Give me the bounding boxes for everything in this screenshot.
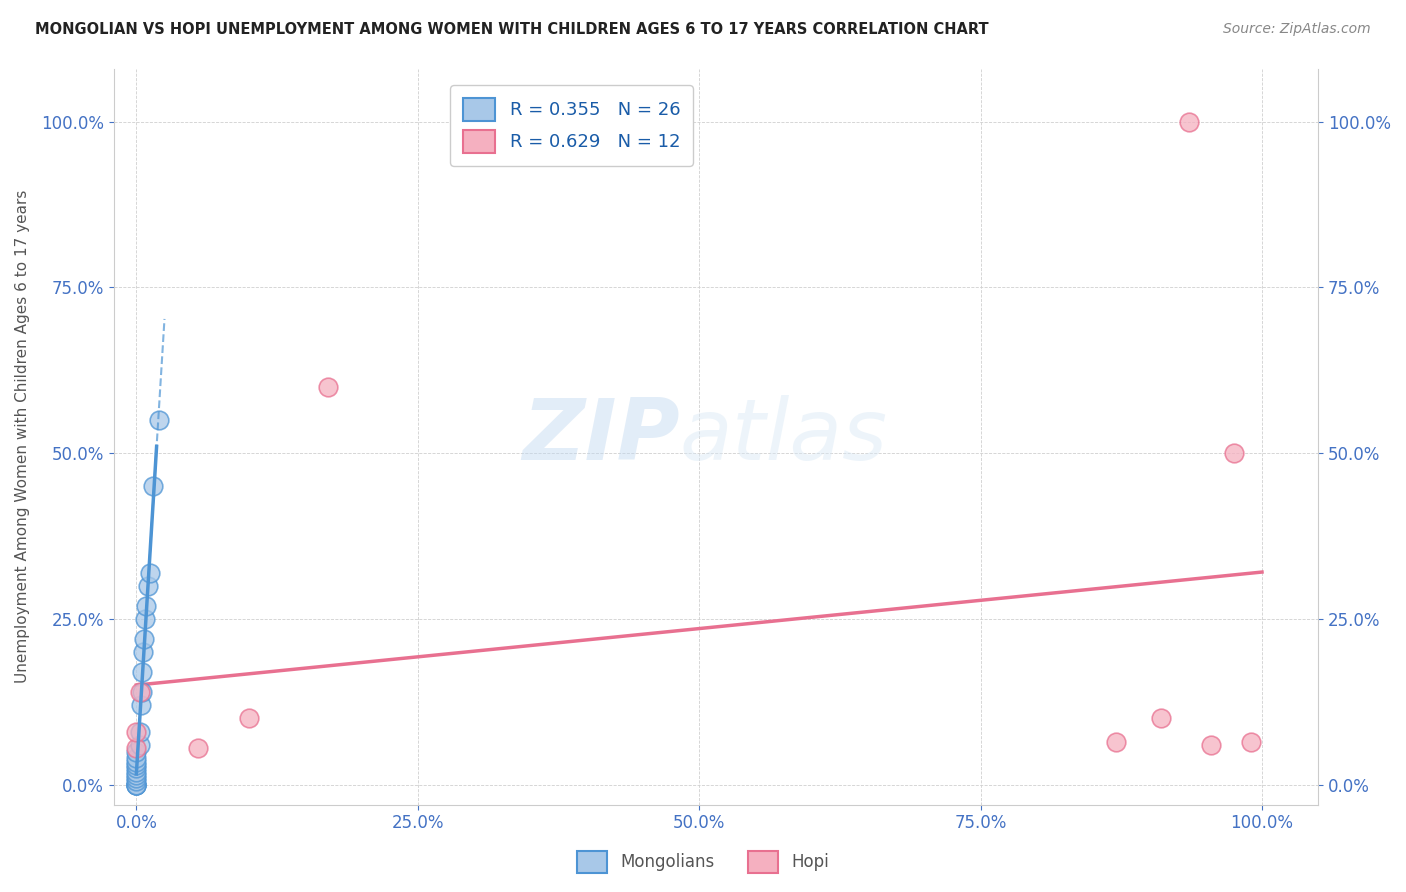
Point — [134, 612, 156, 626]
Point — [125, 768, 148, 782]
Point — [125, 741, 148, 756]
Text: MONGOLIAN VS HOPI UNEMPLOYMENT AMONG WOMEN WITH CHILDREN AGES 6 TO 17 YEARS CORR: MONGOLIAN VS HOPI UNEMPLOYMENT AMONG WOM… — [35, 22, 988, 37]
Point — [148, 413, 170, 427]
Point — [125, 778, 148, 792]
Point — [1223, 446, 1246, 460]
Point — [1150, 711, 1173, 725]
Point — [1240, 734, 1263, 748]
Point — [125, 724, 148, 739]
Point — [139, 566, 162, 580]
Point — [128, 685, 150, 699]
Point — [125, 764, 148, 779]
Point — [135, 599, 157, 613]
Point — [125, 774, 148, 789]
Point — [238, 711, 260, 725]
Point — [125, 771, 148, 785]
Point — [136, 579, 159, 593]
Point — [142, 479, 165, 493]
Point — [125, 778, 148, 792]
Point — [132, 645, 155, 659]
Point — [131, 665, 153, 679]
Point — [128, 724, 150, 739]
Point — [125, 745, 148, 759]
Point — [125, 751, 148, 765]
Text: atlas: atlas — [681, 395, 889, 478]
Point — [128, 738, 150, 752]
Point — [125, 757, 148, 772]
Point — [129, 698, 152, 713]
Point — [187, 741, 209, 756]
Point — [316, 380, 339, 394]
Point — [125, 755, 148, 769]
Point — [125, 761, 148, 775]
Point — [1104, 734, 1126, 748]
Y-axis label: Unemployment Among Women with Children Ages 6 to 17 years: Unemployment Among Women with Children A… — [15, 190, 30, 683]
Point — [1178, 114, 1201, 128]
Point — [125, 778, 148, 792]
Legend: Mongolians, Hopi: Mongolians, Hopi — [571, 845, 835, 880]
Text: ZIP: ZIP — [522, 395, 681, 478]
Point — [134, 632, 156, 646]
Legend: R = 0.355   N = 26, R = 0.629   N = 12: R = 0.355 N = 26, R = 0.629 N = 12 — [450, 85, 693, 166]
Point — [125, 778, 148, 792]
Point — [131, 685, 153, 699]
Point — [1201, 738, 1223, 752]
Text: Source: ZipAtlas.com: Source: ZipAtlas.com — [1223, 22, 1371, 37]
